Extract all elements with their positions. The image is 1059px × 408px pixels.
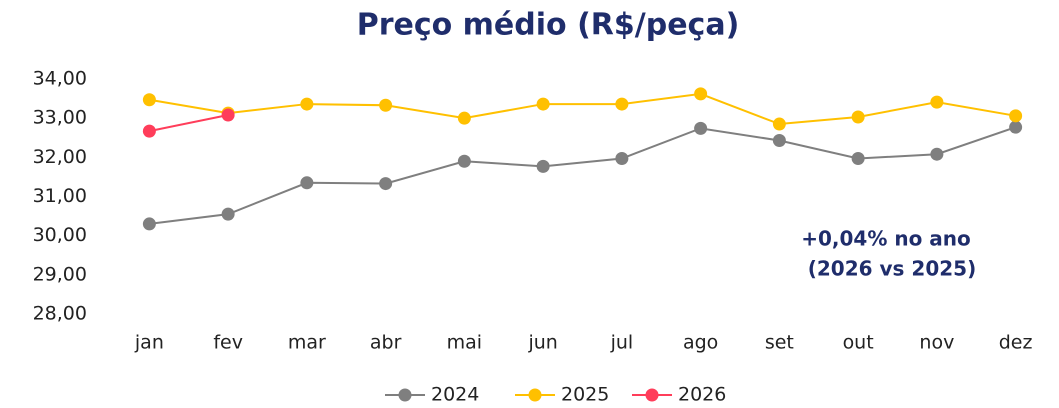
y-tick-label: 29,00	[33, 263, 87, 285]
data-point	[694, 87, 708, 101]
x-tick-label: fev	[213, 332, 243, 354]
y-tick-label: 30,00	[33, 224, 87, 246]
x-tick-label: jul	[610, 332, 634, 354]
data-point	[930, 147, 944, 161]
x-tick-label: ago	[683, 332, 718, 354]
data-point	[1009, 109, 1023, 123]
y-tick-label: 34,00	[33, 68, 87, 90]
x-tick-label: out	[843, 332, 874, 354]
data-point	[851, 110, 865, 124]
data-point	[457, 154, 471, 168]
y-tick-label: 28,00	[33, 303, 87, 325]
data-point	[221, 108, 235, 122]
data-point	[142, 93, 156, 107]
x-tick-label: dez	[999, 332, 1033, 354]
legend-marker	[645, 388, 659, 402]
x-tick-label: set	[765, 332, 794, 354]
data-point	[615, 97, 629, 111]
x-tick-label: nov	[919, 332, 954, 354]
data-point	[300, 97, 314, 111]
data-point	[536, 159, 550, 173]
data-point	[615, 152, 629, 166]
data-point	[930, 95, 944, 109]
legend-marker	[398, 388, 412, 402]
y-tick-label: 31,00	[33, 185, 87, 207]
series-line	[149, 114, 229, 133]
x-tick-label: jan	[134, 332, 164, 354]
data-point	[142, 217, 156, 231]
data-point	[300, 176, 314, 190]
data-point	[772, 133, 786, 147]
x-tick-label: abr	[370, 332, 402, 354]
data-point	[379, 177, 393, 191]
series-line	[149, 126, 1016, 225]
data-point	[457, 111, 471, 125]
y-tick-label: 32,00	[33, 146, 87, 168]
data-point	[142, 124, 156, 138]
chart-title: Preço médio (R$/peça)	[357, 8, 740, 43]
legend-label: 2026	[678, 384, 726, 406]
data-point	[1009, 120, 1023, 134]
legend-marker	[528, 388, 542, 402]
y-tick-label: 33,00	[33, 107, 87, 129]
annotation: (2026 vs 2025)	[808, 257, 976, 281]
data-point	[772, 117, 786, 131]
data-point	[221, 207, 235, 221]
data-point	[379, 98, 393, 112]
series-line	[149, 92, 1016, 126]
x-tick-label: mar	[288, 332, 326, 354]
legend-label: 2024	[431, 384, 479, 406]
data-point	[694, 121, 708, 135]
data-point	[536, 97, 550, 111]
legend-label: 2025	[561, 384, 609, 406]
x-tick-label: mai	[447, 332, 482, 354]
data-point	[851, 152, 865, 166]
x-tick-label: jun	[527, 332, 557, 354]
annotation: +0,04% no ano	[801, 227, 971, 251]
